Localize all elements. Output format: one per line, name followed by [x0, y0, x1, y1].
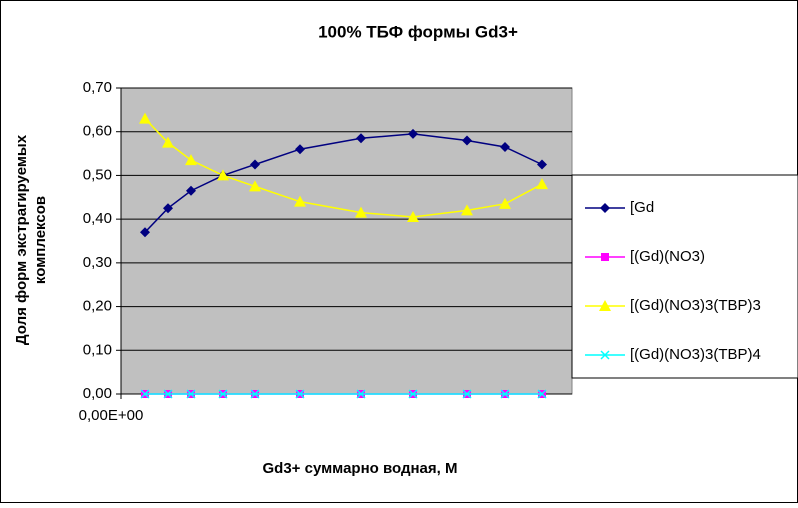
marker [218, 389, 228, 399]
legend-label: [(Gd)(NO3)3(TBP)3 [630, 297, 761, 314]
legend-marker [600, 203, 610, 213]
marker [355, 206, 367, 218]
marker [217, 169, 229, 181]
y-tick-label: 0,60 [83, 123, 112, 140]
y-axis-title-line: Доля форм экстрагируемых [13, 134, 30, 345]
y-tick-label: 0,00 [83, 385, 112, 402]
marker [407, 210, 419, 222]
marker [537, 389, 547, 399]
marker [250, 389, 260, 399]
y-tick-label: 0,40 [83, 210, 112, 227]
x-tick-label: 0,00E+00 [79, 407, 144, 424]
marker [186, 185, 196, 196]
legend-label: [(Gd)(NO3) [630, 248, 705, 265]
y-tick-label: 0,10 [83, 341, 112, 358]
marker [185, 154, 197, 166]
marker [356, 389, 366, 399]
legend-marker [600, 350, 610, 360]
y-tick-label: 0,70 [83, 79, 112, 96]
marker [163, 203, 173, 214]
chart-title: 100% ТБФ формы Gd3+ [318, 22, 518, 41]
legend-label: [(Gd)(NO3)3(TBP)4 [630, 346, 761, 363]
y-tick-label: 0,20 [83, 298, 112, 315]
marker [295, 389, 305, 399]
marker [140, 227, 150, 238]
marker [356, 133, 366, 144]
legend [571, 174, 798, 379]
legend-marker [601, 253, 609, 261]
marker [461, 204, 473, 216]
y-tick-label: 0,50 [83, 166, 112, 183]
marker [250, 159, 260, 170]
legend-label: [Gd [630, 199, 654, 216]
marker [408, 389, 418, 399]
marker [536, 178, 548, 190]
plot-area [120, 87, 573, 395]
marker [499, 197, 511, 209]
marker [139, 112, 151, 124]
marker [537, 159, 547, 170]
marker [462, 135, 472, 146]
marker [500, 142, 510, 153]
y-axis-title-line: комплексов [32, 196, 49, 284]
marker [162, 136, 174, 148]
marker [408, 128, 418, 139]
marker [140, 389, 150, 399]
marker [295, 144, 305, 155]
marker [186, 389, 196, 399]
marker [163, 389, 173, 399]
y-tick-label: 0,30 [83, 254, 112, 271]
marker [249, 180, 261, 192]
marker [500, 389, 510, 399]
y-axis-title: Доля форм экстрагируемых комплексов [13, 134, 49, 345]
marker [462, 389, 472, 399]
marker [294, 195, 306, 207]
legend-marker [599, 300, 611, 311]
x-axis-title: Gd3+ суммарно водная, М [263, 460, 458, 477]
